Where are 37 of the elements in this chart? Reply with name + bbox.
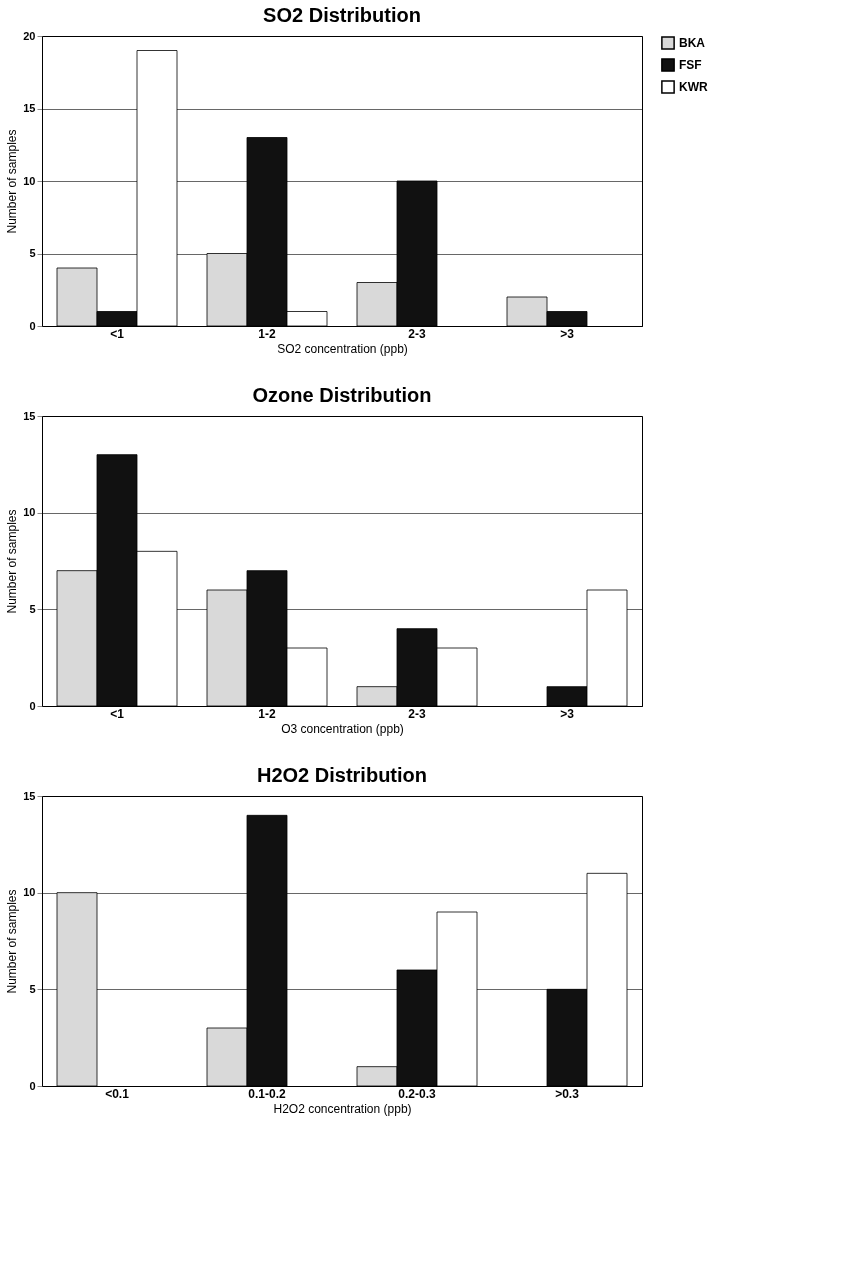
x-axis-title: O3 concentration (ppb) bbox=[281, 721, 404, 736]
y-tick-label: 0 bbox=[29, 699, 36, 712]
x-tick-label: >3 bbox=[560, 326, 575, 341]
x-tick-label: 0.2-0.3 bbox=[398, 1086, 437, 1101]
x-tick-label: 1-2 bbox=[258, 326, 276, 341]
x-tick-label: <1 bbox=[110, 706, 125, 721]
y-tick-label: 5 bbox=[29, 982, 36, 995]
legend-label: FSF bbox=[679, 58, 702, 72]
chart-title: Ozone Distribution bbox=[252, 384, 432, 406]
x-axis-title: SO2 concentration (ppb) bbox=[277, 341, 408, 356]
chart-title: SO2 Distribution bbox=[263, 4, 421, 26]
y-axis-title: Number of samples bbox=[5, 129, 20, 234]
y-tick-label: 10 bbox=[23, 886, 36, 899]
y-axis-title: Number of samples bbox=[5, 509, 20, 614]
y-tick-label: 0 bbox=[29, 1079, 36, 1092]
y-tick-label: 15 bbox=[23, 409, 36, 422]
y-axis-title: Number of samples bbox=[5, 889, 20, 994]
x-axis-title: H2O2 concentration (ppb) bbox=[273, 1101, 412, 1116]
y-tick-label: 10 bbox=[23, 174, 36, 187]
chart-title: H2O2 Distribution bbox=[256, 764, 428, 786]
x-tick-label: 1-2 bbox=[258, 706, 276, 721]
y-tick-label: 20 bbox=[23, 29, 36, 42]
x-tick-label: >0.3 bbox=[555, 1086, 580, 1101]
y-tick-label: 15 bbox=[23, 789, 36, 802]
y-tick-label: 15 bbox=[23, 102, 36, 114]
x-tick-label: <1 bbox=[110, 326, 125, 341]
y-tick-label: 0 bbox=[29, 319, 36, 332]
x-tick-label: >3 bbox=[560, 706, 575, 721]
x-tick-label: 2-3 bbox=[408, 706, 426, 721]
y-tick-label: 5 bbox=[29, 602, 36, 615]
x-tick-label: <0.1 bbox=[105, 1086, 130, 1101]
y-tick-label: 5 bbox=[29, 247, 36, 259]
x-tick-label: 0.1-0.2 bbox=[248, 1086, 287, 1101]
legend-label: KWR bbox=[679, 80, 708, 94]
y-tick-label: 10 bbox=[23, 506, 36, 519]
legend-label: BKA bbox=[679, 36, 706, 50]
x-tick-label: 2-3 bbox=[408, 326, 426, 341]
